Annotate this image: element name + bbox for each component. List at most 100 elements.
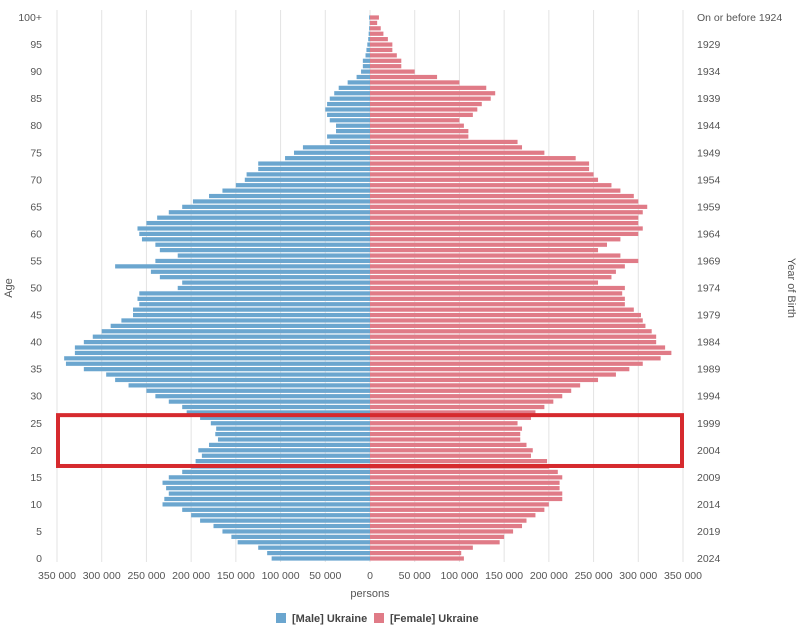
bar-female[interactable] bbox=[370, 426, 523, 431]
bar-female[interactable] bbox=[370, 513, 536, 518]
bar-female[interactable] bbox=[370, 20, 378, 26]
bar-male[interactable] bbox=[101, 329, 370, 334]
bar-male[interactable] bbox=[327, 112, 370, 117]
bar-female[interactable] bbox=[370, 150, 545, 155]
bar-female[interactable] bbox=[370, 377, 599, 383]
bar-male[interactable] bbox=[168, 475, 370, 480]
bar-male[interactable] bbox=[65, 361, 370, 366]
bar-male[interactable] bbox=[258, 545, 370, 550]
bar-female[interactable] bbox=[370, 275, 612, 280]
bar-male[interactable] bbox=[192, 199, 370, 204]
bar-male[interactable] bbox=[115, 377, 370, 383]
bar-male[interactable] bbox=[200, 518, 370, 523]
bar-female[interactable] bbox=[370, 329, 652, 334]
bar-female[interactable] bbox=[370, 237, 621, 242]
bar-male[interactable] bbox=[365, 53, 370, 58]
bar-female[interactable] bbox=[370, 372, 616, 377]
bar-male[interactable] bbox=[146, 220, 370, 226]
bar-female[interactable] bbox=[370, 69, 415, 74]
bar-female[interactable] bbox=[370, 556, 464, 561]
bar-male[interactable] bbox=[166, 486, 370, 491]
bar-male[interactable] bbox=[209, 193, 370, 199]
bar-male[interactable] bbox=[327, 134, 370, 139]
bar-male[interactable] bbox=[338, 85, 370, 90]
bar-male[interactable] bbox=[244, 177, 370, 182]
bar-female[interactable] bbox=[370, 199, 639, 204]
bar-female[interactable] bbox=[370, 296, 625, 301]
bar-female[interactable] bbox=[370, 529, 514, 534]
bar-male[interactable] bbox=[177, 285, 370, 291]
bar-female[interactable] bbox=[370, 166, 590, 172]
bar-male[interactable] bbox=[217, 437, 370, 442]
bar-female[interactable] bbox=[370, 231, 639, 237]
bar-male[interactable] bbox=[198, 448, 370, 453]
bar-female[interactable] bbox=[370, 183, 612, 188]
bar-female[interactable] bbox=[370, 334, 657, 339]
bar-male[interactable] bbox=[356, 74, 370, 80]
bar-female[interactable] bbox=[370, 85, 487, 90]
bar-female[interactable] bbox=[370, 80, 460, 85]
bar-female[interactable] bbox=[370, 280, 599, 285]
bar-male[interactable] bbox=[182, 280, 370, 285]
bar-female[interactable] bbox=[370, 345, 666, 350]
bar-male[interactable] bbox=[64, 356, 370, 361]
bar-female[interactable] bbox=[370, 123, 464, 128]
bar-male[interactable] bbox=[271, 556, 370, 561]
bar-female[interactable] bbox=[370, 226, 643, 231]
bar-female[interactable] bbox=[370, 339, 657, 345]
bar-male[interactable] bbox=[121, 318, 370, 323]
bar-female[interactable] bbox=[370, 264, 625, 269]
bar-male[interactable] bbox=[258, 166, 370, 172]
bar-male[interactable] bbox=[215, 431, 370, 437]
bar-female[interactable] bbox=[370, 64, 402, 69]
bar-female[interactable] bbox=[370, 394, 563, 399]
bar-male[interactable] bbox=[329, 96, 370, 101]
bar-male[interactable] bbox=[162, 502, 370, 507]
bar-female[interactable] bbox=[370, 302, 625, 307]
bar-male[interactable] bbox=[195, 459, 370, 464]
bar-male[interactable] bbox=[222, 188, 370, 193]
bar-male[interactable] bbox=[137, 296, 370, 301]
bar-male[interactable] bbox=[246, 172, 370, 177]
bar-female[interactable] bbox=[370, 312, 641, 318]
bar-female[interactable] bbox=[370, 188, 621, 193]
bar-male[interactable] bbox=[222, 529, 370, 534]
bar-male[interactable] bbox=[231, 534, 370, 539]
bar-female[interactable] bbox=[370, 177, 599, 182]
bar-male[interactable] bbox=[267, 550, 370, 556]
bar-male[interactable] bbox=[83, 339, 370, 345]
bar-female[interactable] bbox=[370, 42, 393, 47]
bar-male[interactable] bbox=[74, 345, 370, 350]
bar-female[interactable] bbox=[370, 253, 621, 258]
bar-female[interactable] bbox=[370, 523, 523, 529]
bar-female[interactable] bbox=[370, 118, 460, 123]
bar-male[interactable] bbox=[182, 204, 370, 209]
bar-male[interactable] bbox=[237, 540, 370, 545]
bar-female[interactable] bbox=[370, 242, 607, 247]
bar-male[interactable] bbox=[155, 242, 370, 247]
bar-male[interactable] bbox=[168, 399, 370, 404]
bar-male[interactable] bbox=[159, 248, 370, 253]
bar-female[interactable] bbox=[370, 361, 643, 366]
bar-female[interactable] bbox=[370, 31, 384, 36]
bar-female[interactable] bbox=[370, 540, 500, 545]
bar-male[interactable] bbox=[210, 421, 370, 426]
bar-female[interactable] bbox=[370, 193, 634, 199]
bar-male[interactable] bbox=[168, 491, 370, 496]
bar-female[interactable] bbox=[370, 215, 639, 220]
legend-label-female[interactable]: [Female] Ukraine bbox=[390, 613, 479, 625]
bar-male[interactable] bbox=[137, 226, 370, 231]
bar-female[interactable] bbox=[370, 204, 648, 209]
bar-female[interactable] bbox=[370, 96, 491, 101]
bar-male[interactable] bbox=[362, 58, 370, 63]
bar-male[interactable] bbox=[336, 123, 370, 128]
bar-female[interactable] bbox=[370, 26, 381, 31]
bar-female[interactable] bbox=[370, 15, 379, 20]
bar-female[interactable] bbox=[370, 545, 473, 550]
bar-male[interactable] bbox=[182, 404, 370, 410]
bar-female[interactable] bbox=[370, 112, 473, 117]
bar-male[interactable] bbox=[115, 264, 370, 269]
bar-female[interactable] bbox=[370, 285, 625, 291]
bar-female[interactable] bbox=[370, 388, 572, 393]
bar-female[interactable] bbox=[370, 459, 548, 464]
